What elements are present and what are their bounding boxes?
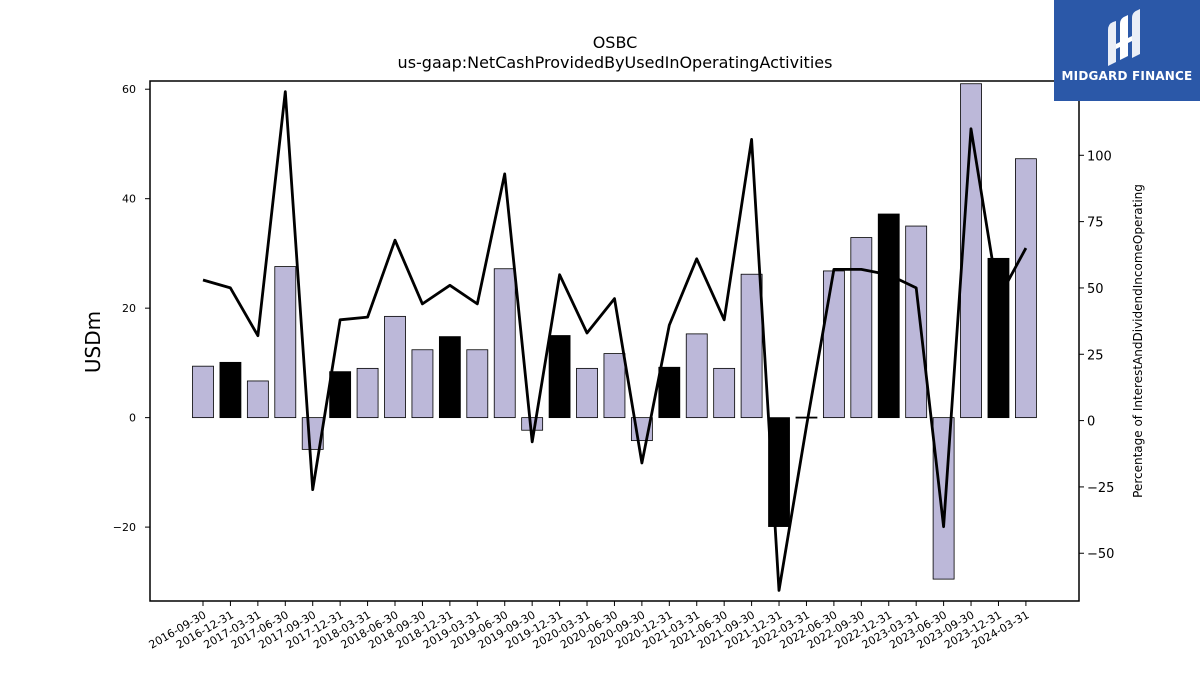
- bar-2018-06-30: [384, 315, 406, 419]
- bar-2016-09-30: [192, 365, 214, 419]
- chart-title: OSBC: [593, 33, 638, 52]
- bar-2022-03-31: [795, 416, 818, 419]
- bar-2017-03-31: [246, 380, 269, 419]
- y-axis-label: USDm: [81, 311, 105, 373]
- y-tick-label: −20: [113, 521, 136, 534]
- bar-2022-06-30: [822, 270, 845, 419]
- bar-2023-06-30: [932, 417, 955, 580]
- y2-tick-label: 75: [1087, 216, 1104, 231]
- y-tick-label: 60: [122, 83, 136, 96]
- logo-text: MIDGARD FINANCE: [1061, 69, 1193, 83]
- chart-subtitle: us-gaap:NetCashProvidedByUsedInOperating…: [398, 53, 833, 72]
- bar-2019-12-31: [548, 335, 571, 419]
- y2-axis-label: Percentage of InterestAndDividendIncomeO…: [1131, 184, 1145, 498]
- y-tick-label: 40: [122, 193, 136, 206]
- bar-2017-06-30: [274, 266, 297, 419]
- bar-2019-06-30: [493, 268, 516, 419]
- y-tick-label: 20: [122, 302, 136, 315]
- bar-2016-12-31: [219, 361, 242, 419]
- bar-2023-12-31: [987, 257, 1010, 419]
- y2-tick-label: 100: [1087, 149, 1112, 164]
- y2-tick-label: −50: [1087, 547, 1114, 562]
- bar-2022-09-30: [850, 237, 873, 419]
- line-series: [202, 90, 1028, 592]
- y-tick-label: 0: [129, 412, 136, 425]
- bar-2021-03-31: [685, 333, 708, 419]
- bar-2024-03-31: [1015, 158, 1037, 419]
- bar-2021-06-30: [713, 367, 736, 419]
- y2-tick-label: 0: [1087, 415, 1095, 430]
- bar-2021-09-30: [740, 273, 763, 419]
- bar-2020-03-31: [576, 367, 598, 419]
- midgard-logo-icon: [1108, 9, 1140, 66]
- bar-2018-12-31: [438, 336, 461, 419]
- midgard-finance-logo: MIDGARD FINANCE: [1054, 0, 1200, 101]
- y2-tick-label: 25: [1087, 348, 1104, 363]
- bar-2018-03-31: [356, 367, 379, 419]
- bar-2020-12-31: [658, 366, 681, 419]
- bar-2019-03-31: [466, 349, 489, 419]
- y2-tick-label: 50: [1087, 282, 1104, 297]
- y2-tick-label: −25: [1087, 481, 1114, 496]
- bar-2023-03-31: [905, 225, 928, 419]
- bar-2018-09-30: [411, 349, 434, 419]
- bar-2022-12-31: [877, 213, 900, 419]
- bar-2020-06-30: [603, 353, 626, 419]
- bar-2017-12-31: [329, 371, 352, 419]
